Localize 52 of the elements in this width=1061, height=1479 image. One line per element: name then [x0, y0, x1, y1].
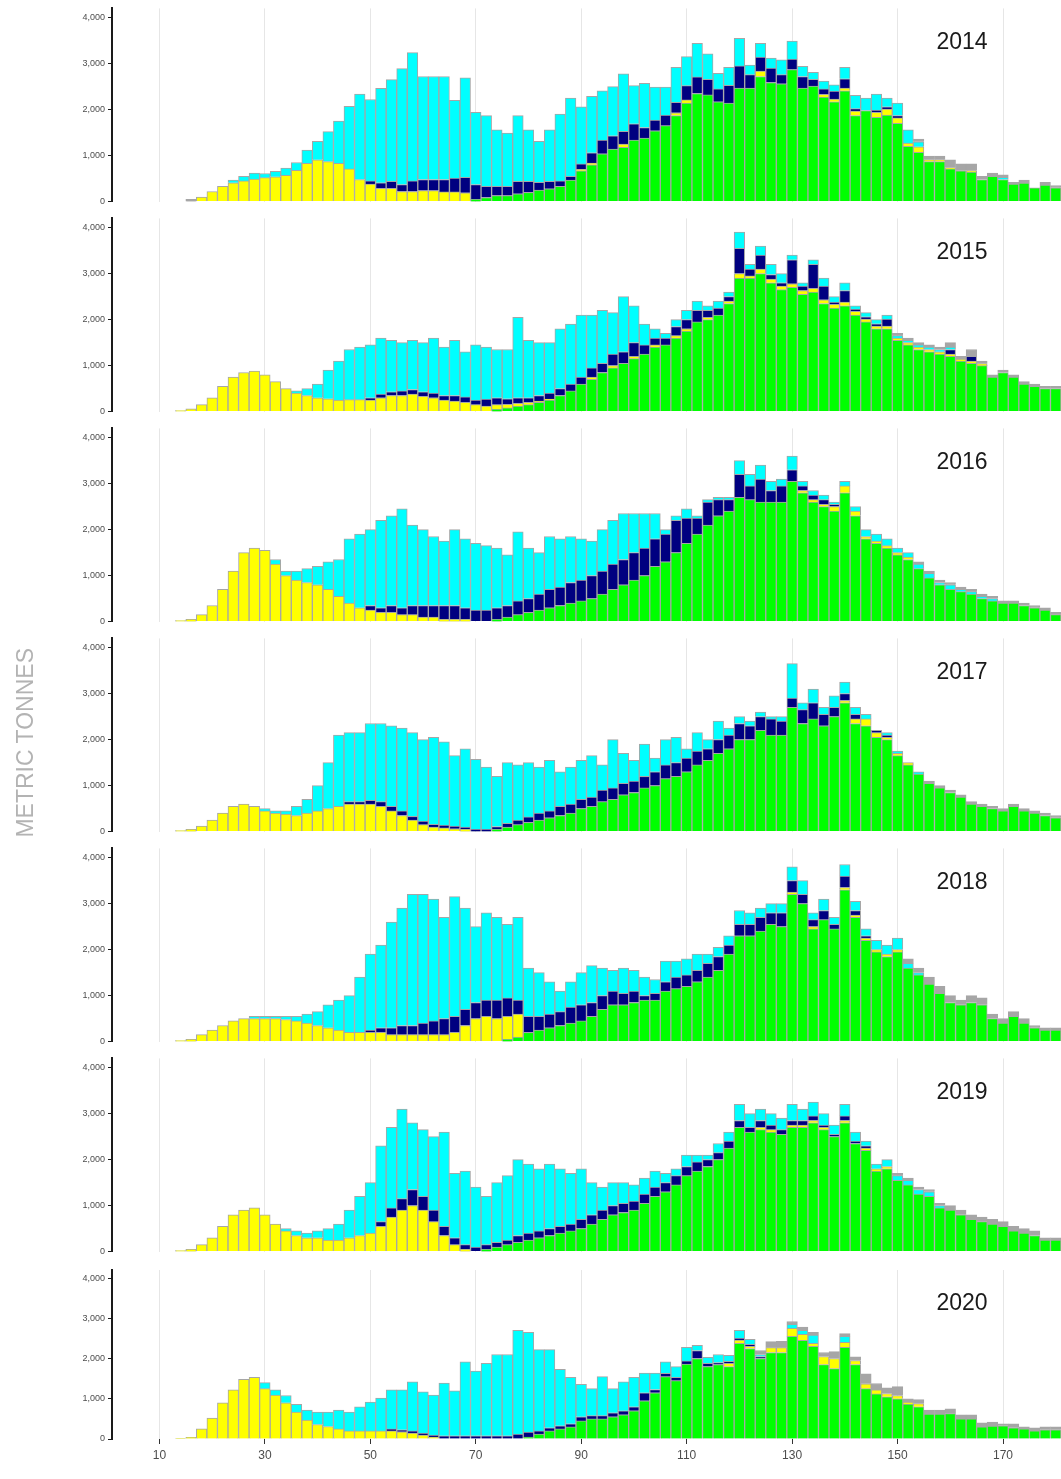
y-tick-label: 0 — [99, 1036, 105, 1047]
y-tick-label: 0 — [99, 196, 105, 207]
text: 2019 — [936, 1077, 988, 1104]
y-tick-label: 0 — [99, 406, 105, 417]
y-tick-label: 2,000 — [82, 1353, 105, 1364]
y-tick-label: 4,000 — [82, 432, 105, 443]
y-tick-label: 3,000 — [82, 58, 105, 69]
x-tick-label: 10 — [152, 1447, 167, 1462]
y-tick-label: 3,000 — [82, 1312, 105, 1323]
x-tick-label: 170 — [992, 1447, 1014, 1462]
y-tick-label: 1,000 — [82, 360, 105, 371]
y-tick-label: 0 — [99, 1433, 105, 1444]
x-tick-label: 70 — [469, 1447, 483, 1462]
text: 2018 — [936, 867, 988, 894]
y-tick-label: 4,000 — [82, 222, 105, 233]
y-tick-label: 3,000 — [82, 268, 105, 279]
y-tick-label: 4,000 — [82, 642, 105, 653]
y-tick-label: 3,000 — [82, 478, 105, 489]
y-tick-label: 1,000 — [82, 990, 105, 1001]
text: 2020 — [936, 1289, 988, 1316]
y-tick-label: 4,000 — [82, 1272, 105, 1283]
y-tick-label: 2,000 — [82, 944, 105, 955]
y-tick-label: 3,000 — [82, 688, 105, 699]
y-tick-label: 1,000 — [82, 1200, 105, 1211]
y-tick-label: 2,000 — [82, 104, 105, 115]
y-tick-label: 2,000 — [82, 524, 105, 535]
text: 2016 — [936, 447, 988, 474]
x-tick-label: 110 — [677, 1447, 697, 1462]
y-tick-label: 4,000 — [82, 12, 105, 23]
y-tick-label: 3,000 — [82, 898, 105, 909]
y-tick-label: 0 — [99, 616, 105, 627]
x-tick-label: 150 — [887, 1447, 908, 1462]
y-tick-label: 1,000 — [82, 1393, 105, 1404]
y-tick-label: 2,000 — [82, 314, 105, 325]
y-axis-title: METRIC TONNES — [12, 648, 38, 838]
text: 2015 — [936, 237, 988, 264]
y-tick-label: 1,000 — [82, 570, 105, 581]
y-tick-label: 0 — [99, 1246, 105, 1257]
x-tick-label: 50 — [363, 1447, 378, 1462]
y-tick-label: 2,000 — [82, 734, 105, 745]
text: 2014 — [936, 27, 988, 54]
y-tick-label: 4,000 — [82, 1062, 105, 1073]
y-tick-label: 4,000 — [82, 852, 105, 863]
x-tick-label: 30 — [258, 1447, 272, 1462]
y-tick-label: 1,000 — [82, 780, 105, 791]
y-tick-label: 3,000 — [82, 1108, 105, 1119]
x-tick-label: 130 — [782, 1447, 803, 1462]
y-tick-label: 2,000 — [82, 1154, 105, 1165]
y-tick-label: 1,000 — [82, 150, 105, 161]
text: 2017 — [936, 657, 988, 684]
x-tick-label: 90 — [574, 1447, 589, 1462]
y-tick-label: 0 — [99, 826, 105, 837]
